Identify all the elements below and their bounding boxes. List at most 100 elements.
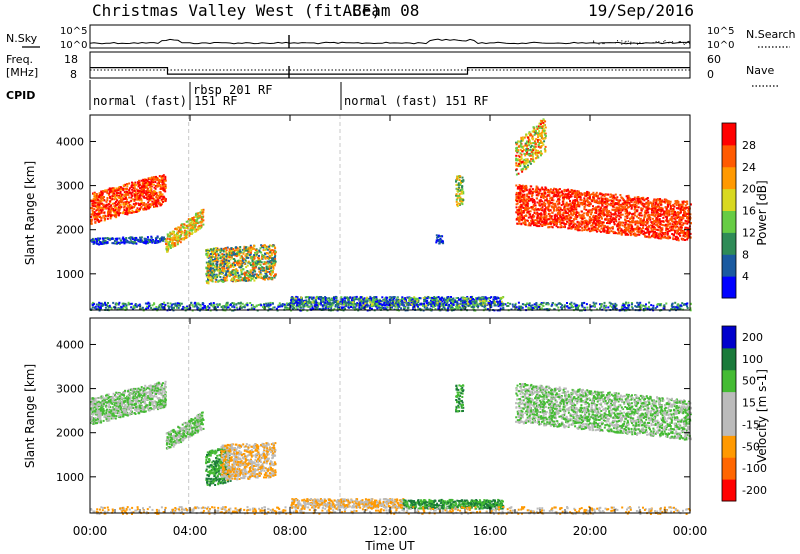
data-cell <box>465 300 468 303</box>
data-cell <box>269 251 272 254</box>
data-cell <box>273 306 276 309</box>
data-cell <box>128 189 131 191</box>
data-cell <box>159 186 162 189</box>
data-cell <box>143 184 145 187</box>
data-cell <box>372 298 375 301</box>
data-cell <box>109 211 112 214</box>
data-cell <box>629 200 632 203</box>
data-cell <box>118 237 121 240</box>
data-cell <box>243 249 246 251</box>
data-cell <box>228 251 231 254</box>
data-cell <box>272 263 275 266</box>
data-cell <box>115 207 118 210</box>
data-cell <box>406 302 409 305</box>
data-cell <box>90 200 93 203</box>
data-cell <box>559 226 562 229</box>
data-cell <box>109 191 111 193</box>
data-cell <box>197 226 200 229</box>
data-cell <box>147 201 150 204</box>
data-cell <box>162 196 165 199</box>
data-cell <box>209 267 212 270</box>
data-cell <box>474 303 477 306</box>
data-cell <box>532 204 535 207</box>
noise-tick-left-bottom: 10^0 <box>60 40 87 51</box>
data-cell <box>550 304 553 307</box>
data-cell <box>151 241 154 244</box>
data-cell <box>465 299 468 301</box>
data-cell <box>518 207 521 210</box>
data-cell <box>292 301 295 304</box>
data-cell <box>590 305 593 308</box>
data-cell <box>689 302 692 305</box>
data-cell <box>543 308 546 311</box>
data-cell <box>583 301 586 304</box>
data-cell <box>219 270 222 273</box>
data-cell <box>444 301 446 304</box>
data-cell <box>243 272 246 275</box>
data-cell <box>480 304 483 307</box>
data-cell <box>139 241 142 243</box>
data-cell <box>455 305 458 308</box>
data-cell <box>155 185 158 188</box>
data-cell <box>93 216 96 219</box>
data-cell <box>150 307 153 309</box>
data-cell <box>451 298 454 301</box>
data-cell <box>462 302 465 305</box>
data-cell <box>120 201 123 204</box>
data-cell <box>222 276 225 279</box>
data-cell <box>207 271 210 274</box>
data-cell <box>132 305 135 308</box>
data-cell <box>213 251 216 254</box>
data-cell <box>211 253 214 256</box>
data-cell <box>107 194 110 197</box>
data-cell <box>160 305 163 308</box>
data-cell <box>230 271 233 274</box>
data-cell <box>264 248 267 251</box>
data-cell <box>362 307 365 310</box>
data-cell <box>457 297 459 299</box>
data-cell <box>223 265 226 268</box>
data-cell <box>242 257 245 260</box>
data-cell <box>226 263 229 265</box>
data-cell <box>273 253 276 255</box>
data-cell <box>461 300 464 303</box>
data-cell <box>187 218 190 221</box>
data-cell <box>683 303 686 306</box>
data-cell <box>219 259 222 262</box>
data-cell <box>414 302 417 305</box>
data-cell <box>220 272 223 275</box>
data-cell <box>541 307 543 310</box>
data-cell <box>102 204 105 207</box>
data-cell <box>263 303 266 306</box>
data-cell <box>254 306 257 309</box>
data-cell <box>456 303 459 306</box>
data-cell <box>450 296 452 298</box>
data-cell <box>153 178 156 181</box>
data-cell <box>198 224 201 227</box>
data-cell <box>214 258 217 261</box>
data-cell <box>145 205 147 208</box>
data-cell <box>353 307 356 310</box>
data-cell <box>121 193 124 196</box>
data-cell <box>226 268 229 271</box>
data-cell <box>144 181 147 184</box>
data-cell <box>360 300 363 303</box>
data-cell <box>155 238 158 241</box>
data-cell <box>141 193 144 196</box>
data-cell <box>140 197 143 200</box>
data-cell <box>630 233 633 236</box>
data-cell <box>93 208 96 211</box>
data-cell <box>272 259 275 262</box>
data-cell <box>441 300 444 303</box>
data-cell <box>593 218 596 221</box>
data-cell <box>202 208 205 211</box>
data-cell <box>430 301 433 303</box>
data-cell <box>130 199 133 202</box>
data-cell <box>436 299 438 302</box>
data-cell <box>515 196 518 198</box>
data-cell <box>223 255 226 258</box>
data-cell <box>377 300 380 303</box>
data-cell <box>259 269 262 272</box>
data-cell <box>131 198 134 201</box>
data-cell <box>253 247 256 250</box>
